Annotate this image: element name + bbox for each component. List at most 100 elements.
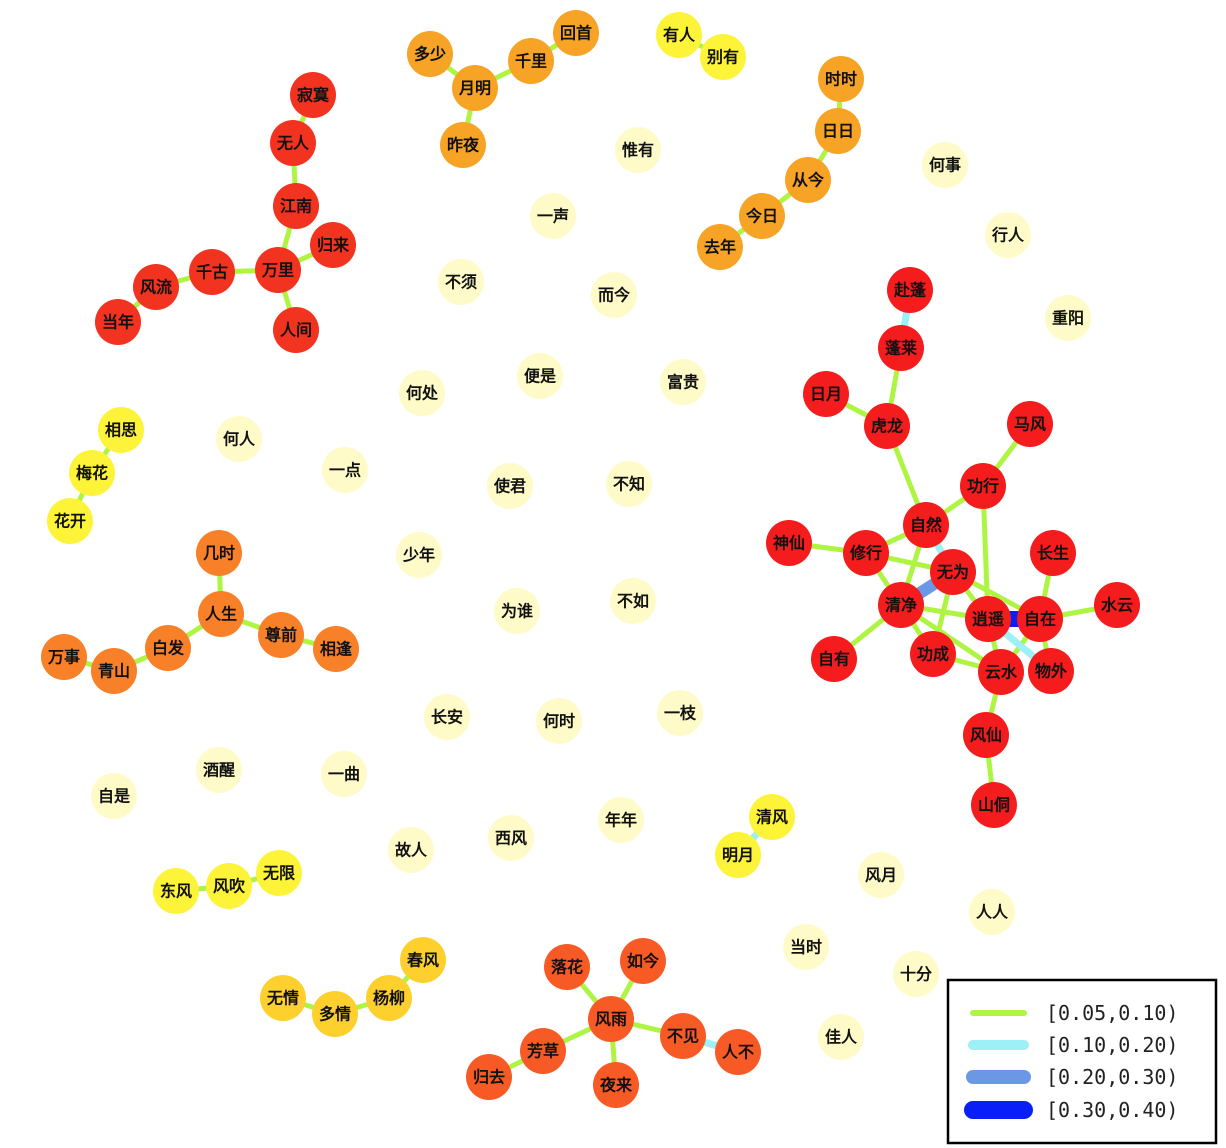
node-label: 为谁 (501, 602, 533, 621)
node-人不: 人不 (715, 1029, 761, 1075)
node-无人: 无人 (270, 120, 316, 166)
node-一枝: 一枝 (657, 690, 703, 736)
node-label: 便是 (524, 367, 556, 386)
node-风雨: 风雨 (588, 996, 634, 1042)
node-circle (310, 222, 356, 268)
node-人人: 人人 (969, 889, 1015, 935)
node-circle (133, 264, 179, 310)
node-label: 富贵 (667, 373, 699, 392)
node-circle (1028, 648, 1074, 694)
node-青山: 青山 (91, 648, 137, 694)
node-label: 物外 (1035, 662, 1067, 681)
node-无情: 无情 (260, 975, 306, 1021)
node-label: 惟有 (622, 141, 654, 160)
node-circle (593, 1062, 639, 1108)
node-circle (969, 889, 1015, 935)
node-label: 无情 (266, 989, 299, 1008)
node-芳草: 芳草 (520, 1028, 566, 1074)
node-label: 相逢 (320, 640, 353, 659)
node-从今: 从今 (785, 157, 831, 203)
node-circle (270, 120, 316, 166)
node-label: 青山 (98, 662, 130, 681)
node-circle (400, 937, 446, 983)
node-故人: 故人 (388, 827, 434, 873)
node-label: 无限 (262, 864, 296, 883)
node-label: 日日 (822, 122, 854, 141)
node-label: 不须 (445, 273, 477, 292)
node-label: 何人 (223, 430, 256, 449)
node-label: 不如 (617, 592, 649, 611)
node-落花: 落花 (544, 944, 590, 990)
node-label: 一点 (329, 461, 361, 480)
node-回首: 回首 (553, 10, 599, 56)
node-circle (41, 634, 87, 680)
node-水云: 水云 (1094, 582, 1140, 628)
node-circle (858, 852, 904, 898)
node-circle (864, 403, 910, 449)
node-label: 杨柳 (373, 989, 405, 1008)
node-circle (98, 407, 144, 453)
node-circle (216, 416, 262, 462)
node-label: 寂寞 (297, 86, 330, 105)
node-label: 马风 (1014, 415, 1046, 434)
node-归来: 归来 (310, 222, 356, 268)
node-label: 尊前 (265, 626, 297, 645)
node-circle (47, 498, 93, 544)
node-circle (440, 122, 486, 168)
node-circle (438, 259, 484, 305)
node-虎龙: 虎龙 (864, 403, 910, 449)
node-circle (985, 212, 1031, 258)
node-label: 佳人 (825, 1028, 858, 1047)
node-circle (206, 863, 252, 909)
node-label: 自然 (910, 516, 942, 535)
node-circle (321, 751, 367, 797)
node-label: 长生 (1037, 544, 1069, 563)
node-label: 少年 (402, 546, 435, 565)
node-十分: 十分 (893, 951, 939, 997)
node-label: 千古 (196, 263, 228, 282)
node-神仙: 神仙 (766, 520, 812, 566)
node-风仙: 风仙 (963, 712, 1009, 758)
node-circle (965, 596, 1011, 642)
node-label: 蓬莱 (885, 339, 917, 358)
node-circle (399, 370, 445, 416)
node-label: 归去 (473, 1068, 505, 1087)
node-label: 回首 (560, 24, 592, 43)
node-circle (960, 463, 1006, 509)
node-circle (598, 797, 644, 843)
node-便是: 便是 (517, 353, 563, 399)
node-相思: 相思 (98, 407, 144, 453)
node-circle (818, 1014, 864, 1060)
node-行人: 行人 (985, 212, 1031, 258)
node-江南: 江南 (273, 183, 319, 229)
node-label: 当年 (102, 313, 134, 332)
node-circle (783, 924, 829, 970)
node-circle (487, 463, 533, 509)
node-label: 去年 (704, 238, 736, 257)
node-label: 风雨 (595, 1010, 627, 1029)
node-label: 夜来 (599, 1076, 633, 1095)
node-有人: 有人 (656, 12, 702, 58)
node-circle (978, 649, 1024, 695)
node-circle (388, 827, 434, 873)
node-label: 功行 (967, 477, 999, 496)
node-label: 人人 (976, 903, 1009, 922)
node-尊前: 尊前 (258, 612, 304, 658)
node-circle (749, 794, 795, 840)
node-circle (660, 1013, 706, 1059)
node-label: 东风 (160, 882, 192, 901)
node-label: 西风 (495, 829, 527, 848)
node-千古: 千古 (189, 249, 235, 295)
node-label: 水云 (1101, 596, 1133, 615)
node-蓬莱: 蓬莱 (878, 325, 924, 371)
node-label: 别有 (706, 48, 739, 67)
node-今日: 今日 (739, 193, 785, 239)
node-人间: 人间 (273, 307, 319, 353)
node-一曲: 一曲 (321, 751, 367, 797)
node-circle (606, 461, 652, 507)
node-何人: 何人 (216, 416, 262, 462)
node-label: 自有 (818, 650, 850, 669)
node-circle (803, 371, 849, 417)
